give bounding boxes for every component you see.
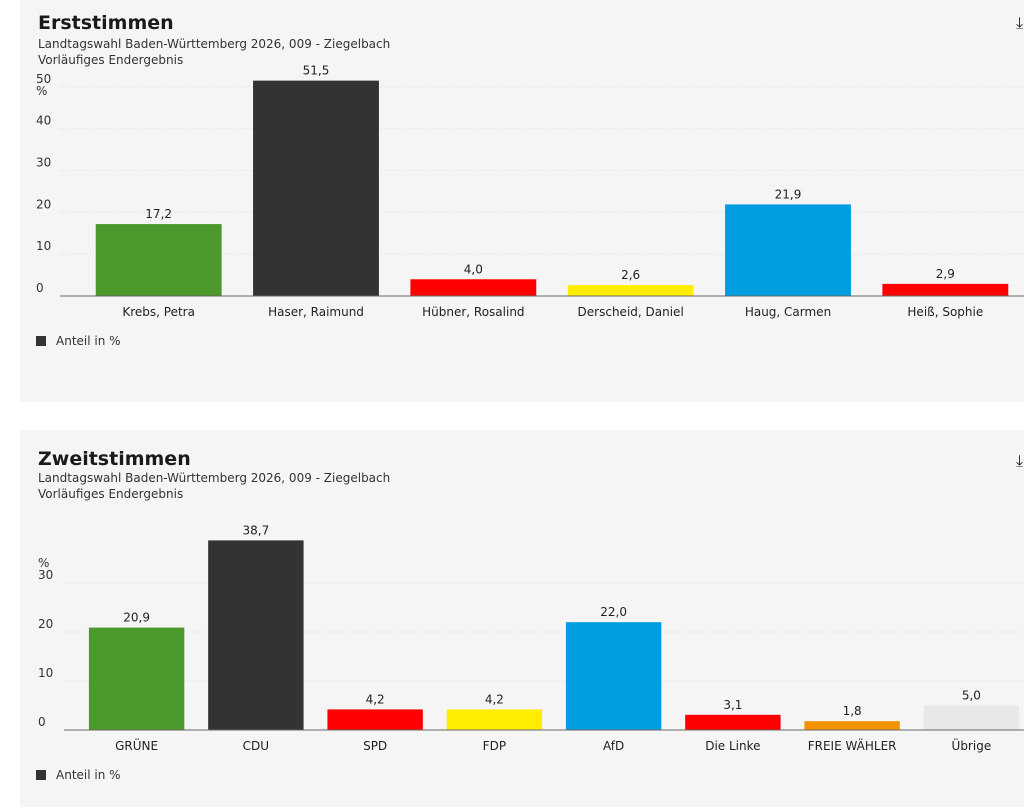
bar[interactable] bbox=[88, 627, 185, 730]
data-label: 1,8 bbox=[843, 704, 862, 718]
y-tick-label: 0 bbox=[36, 281, 44, 295]
data-label: 38,7 bbox=[243, 523, 270, 537]
bar[interactable] bbox=[208, 540, 304, 730]
bar[interactable] bbox=[725, 204, 851, 296]
chart-subtitle: Landtagswahl Baden-Württemberg 2026, 009… bbox=[38, 471, 391, 485]
bar[interactable] bbox=[327, 709, 423, 730]
chart-status: Vorläufiges Endergebnis bbox=[38, 53, 184, 67]
x-tick-label: Haug, Carmen bbox=[745, 305, 831, 319]
y-tick-label: 10 bbox=[38, 666, 53, 680]
legend-label: Anteil in % bbox=[56, 334, 121, 348]
x-tick-label: AfD bbox=[603, 739, 624, 753]
chart-status: Vorläufiges Endergebnis bbox=[38, 487, 184, 501]
x-tick-label: Heiß, Sophie bbox=[907, 305, 983, 319]
y-axis-unit: % bbox=[36, 84, 47, 98]
x-tick-label: FREIE WÄHLER bbox=[808, 738, 897, 753]
y-tick-label: 30 bbox=[38, 568, 53, 582]
download-icon[interactable]: ⤓ bbox=[1016, 452, 1024, 470]
data-label: 51,5 bbox=[303, 64, 330, 78]
y-tick-label: 30 bbox=[36, 156, 51, 170]
data-label: 3,1 bbox=[723, 698, 742, 712]
erststimmen-panel: Erststimmen Landtagswahl Baden-Württembe… bbox=[20, 0, 1024, 402]
erststimmen-chart: % 0 10 20 30 40 50 17,2 Krebs, Petra 51,5 Haser, R… bbox=[36, 64, 1024, 319]
chart-subtitle: Landtagswahl Baden-Württemberg 2026, 009… bbox=[38, 37, 391, 51]
data-label: 20,9 bbox=[123, 611, 150, 625]
zweitstimmen-chart: % 0 10 20 30 20,9 GRÜNE 38,7 CDU 4,2 SPD 4,2 FDP 22,0… bbox=[38, 523, 1024, 753]
y-tick-label: 20 bbox=[36, 197, 51, 211]
x-tick-label: Die Linke bbox=[705, 739, 760, 753]
bar[interactable] bbox=[565, 622, 662, 730]
legend-swatch bbox=[36, 770, 46, 780]
y-tick-label: 40 bbox=[36, 114, 51, 128]
download-icon[interactable]: ⤓ bbox=[1016, 14, 1024, 32]
legend: Anteil in % bbox=[36, 768, 121, 782]
y-tick-label: 10 bbox=[36, 239, 51, 253]
y-tick-label: 50 bbox=[36, 72, 51, 86]
bar[interactable] bbox=[923, 705, 1020, 731]
legend-label: Anteil in % bbox=[56, 768, 121, 782]
x-tick-label: FDP bbox=[483, 739, 506, 753]
x-tick-label: CDU bbox=[243, 739, 269, 753]
legend-swatch bbox=[36, 336, 46, 346]
data-label: 4,0 bbox=[464, 262, 483, 276]
zweitstimmen-panel: Zweitstimmen Landtagswahl Baden-Württemb… bbox=[20, 430, 1024, 807]
chart-title: Zweitstimmen bbox=[38, 448, 191, 470]
y-tick-label: 20 bbox=[38, 617, 53, 631]
data-label: 22,0 bbox=[600, 605, 627, 619]
data-label: 21,9 bbox=[775, 187, 802, 201]
bar[interactable] bbox=[95, 224, 222, 296]
bar[interactable] bbox=[567, 285, 694, 296]
data-label: 2,9 bbox=[936, 267, 955, 281]
data-label: 4,2 bbox=[485, 692, 504, 706]
x-tick-label: Derscheid, Daniel bbox=[578, 305, 684, 319]
legend: Anteil in % bbox=[36, 334, 121, 348]
bar[interactable] bbox=[804, 721, 900, 730]
x-tick-label: Krebs, Petra bbox=[122, 305, 195, 319]
data-label: 5,0 bbox=[962, 689, 981, 703]
bar[interactable] bbox=[446, 709, 543, 730]
y-axis-unit: % bbox=[38, 556, 49, 570]
data-label: 2,6 bbox=[621, 268, 640, 282]
bar[interactable] bbox=[253, 80, 379, 297]
x-tick-label: Übrige bbox=[952, 737, 992, 753]
x-tick-label: Hübner, Rosalind bbox=[422, 305, 524, 319]
bar[interactable] bbox=[882, 283, 1009, 296]
bar[interactable] bbox=[685, 714, 781, 730]
y-tick-label: 0 bbox=[38, 715, 46, 729]
data-label: 17,2 bbox=[145, 207, 172, 221]
x-tick-label: GRÜNE bbox=[115, 737, 158, 753]
data-label: 4,2 bbox=[366, 692, 385, 706]
x-tick-label: Haser, Raimund bbox=[268, 305, 364, 319]
chart-title: Erststimmen bbox=[38, 12, 174, 34]
bar[interactable] bbox=[410, 279, 537, 296]
x-tick-label: SPD bbox=[363, 739, 387, 753]
